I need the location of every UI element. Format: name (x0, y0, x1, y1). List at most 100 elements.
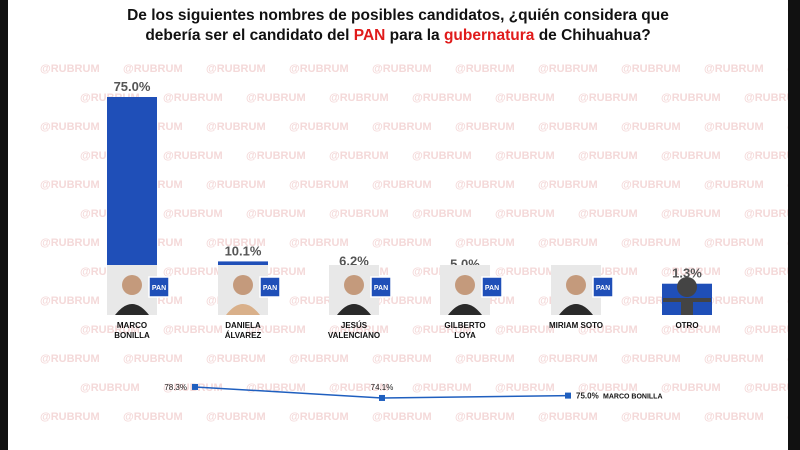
watermark: @RUBRUM (40, 411, 100, 423)
watermark: @RUBRUM (661, 92, 721, 104)
watermark: @RUBRUM (372, 411, 432, 423)
watermark: @RUBRUM (744, 150, 788, 162)
party-logo-text: PAN (263, 285, 277, 292)
watermark: @RUBRUM (80, 382, 140, 394)
watermark: @RUBRUM (455, 237, 515, 249)
watermark: @RUBRUM (40, 353, 100, 365)
watermark: @RUBRUM (40, 63, 100, 75)
infographic: @RUBRUM @RUBRUM @RUBRUM @RUBRUM @RUBRUM @RUBR… (8, 0, 788, 450)
photo-body (559, 304, 593, 315)
party-logo-text: PAN (596, 285, 610, 292)
category-label: JESÚS VALENCIANO (327, 321, 381, 340)
watermark: @RUBRUM (289, 411, 349, 423)
watermark: @RUBRUM (372, 63, 432, 75)
watermark: @RUBRUM (621, 63, 681, 75)
watermark: @RUBRUM (744, 92, 788, 104)
trend-value-label: 78.3% (164, 383, 187, 392)
watermark: @RUBRUM (704, 179, 764, 191)
watermark: @RUBRUM (372, 121, 432, 133)
watermark: @RUBRUM (495, 324, 555, 336)
watermark: @RUBRUM (206, 353, 266, 365)
value-label: 75.0% (114, 79, 151, 94)
watermark: @RUBRUM (246, 92, 306, 104)
party-logo (259, 276, 281, 298)
watermark: @RUBRUM (661, 382, 721, 394)
watermark: @RUBRUM (123, 353, 183, 365)
title-part: para la (385, 27, 444, 44)
party-logo (370, 276, 392, 298)
watermark: @RUBRUM (704, 295, 764, 307)
title-part: gubernatura (443, 27, 535, 44)
silhouette-body (663, 298, 711, 315)
watermark: @RUBRUM (412, 92, 472, 104)
watermark: @RUBRUM (538, 63, 598, 75)
category-label: MIRIAM SOTO (548, 321, 604, 330)
watermark: @RUBRUM (704, 121, 764, 133)
category-label: OTRO (675, 321, 699, 330)
watermark: @RUBRUM (787, 179, 788, 191)
watermark: @RUBRUM (455, 353, 515, 365)
watermark: @RUBRUM (289, 63, 349, 75)
party-logo (592, 276, 614, 298)
party-logo (148, 276, 170, 298)
watermark: @RUBRUM (495, 208, 555, 220)
watermark: @RUBRUM (246, 150, 306, 162)
photo-body (337, 304, 371, 315)
watermark: @RUBRUM (661, 208, 721, 220)
photo-body (115, 304, 149, 315)
series-name: MARCO BONILLA (603, 394, 663, 401)
title-line: De los siguientes nombres de posibles ca… (8, 6, 788, 26)
watermark: @RUBRUM (661, 266, 721, 278)
watermark: @RUBRUM (704, 63, 764, 75)
watermark: @RUBRUM (329, 208, 389, 220)
watermark: @RUBRUM (787, 295, 788, 307)
watermark: @RUBRUM (412, 150, 472, 162)
watermark: @RUBRUM (744, 382, 788, 394)
trend-marker (379, 394, 385, 401)
watermark: @RUBRUM (329, 382, 389, 394)
watermark: @RUBRUM (246, 208, 306, 220)
watermark: @RUBRUM (289, 353, 349, 365)
watermark: @RUBRUM (538, 179, 598, 191)
party-logo (481, 276, 503, 298)
watermark: @RUBRUM (704, 353, 764, 365)
watermark: @RUBRUM (329, 150, 389, 162)
watermark: @RUBRUM (787, 63, 788, 75)
watermark: @RUBRUM (744, 324, 788, 336)
watermark: @RUBRUM (455, 63, 515, 75)
watermark: @RUBRUM (372, 353, 432, 365)
photo-body (448, 304, 482, 315)
watermark: @RUBRUM (538, 411, 598, 423)
watermark: @RUBRUM (289, 121, 349, 133)
watermark: @RUBRUM (578, 208, 638, 220)
watermark: @RUBRUM (40, 179, 100, 191)
watermark: @RUBRUM (206, 411, 266, 423)
watermark: @RUBRUM (123, 411, 183, 423)
watermark: @RUBRUM (538, 121, 598, 133)
watermark: @RUBRUM (40, 237, 100, 249)
title: De los siguientes nombres de posibles ca… (8, 6, 788, 46)
photo-head (344, 275, 364, 295)
watermark: @RUBRUM (40, 121, 100, 133)
watermark: @RUBRUM (744, 208, 788, 220)
watermark: @RUBRUM (578, 150, 638, 162)
photo-body (226, 304, 260, 315)
watermark: @RUBRUM (246, 324, 306, 336)
watermark: @RUBRUM (206, 179, 266, 191)
watermark: @RUBRUM (412, 382, 472, 394)
trend-value-label: 75.0% (576, 392, 599, 401)
title-part: debería ser el candidato del (145, 27, 354, 44)
trend-value-label: 74.1% (371, 383, 394, 392)
watermark: @RUBRUM (163, 208, 223, 220)
watermark: @RUBRUM (621, 411, 681, 423)
watermark: @RUBRUM (621, 353, 681, 365)
watermark: @RUBRUM (455, 121, 515, 133)
watermark: @RUBRUM (455, 411, 515, 423)
watermark: @RUBRUM (163, 92, 223, 104)
watermark: @RUBRUM (578, 324, 638, 336)
category-label: DANIELA ÁLVAREZ (224, 321, 262, 340)
value-label: 1.3% (672, 266, 702, 281)
watermark: @RUBRUM (787, 411, 788, 423)
photo-head (233, 275, 253, 295)
watermark: @RUBRUM (329, 92, 389, 104)
